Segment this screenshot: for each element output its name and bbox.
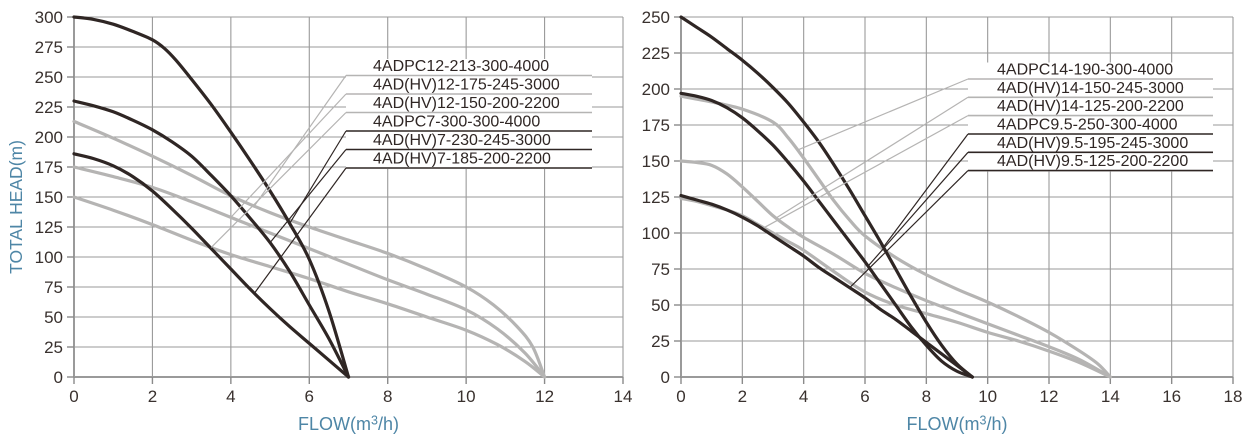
y-tick-label: 250 bbox=[642, 8, 670, 27]
series-label: 4ADPC9.5-250-300-4000 bbox=[997, 117, 1178, 134]
x-tick-label: 6 bbox=[860, 387, 869, 406]
series-label: 4ADPC7-300-300-4000 bbox=[373, 114, 540, 131]
legend-leader-line bbox=[253, 167, 347, 294]
x-tick-label: 10 bbox=[978, 387, 997, 406]
y-tick-label: 50 bbox=[651, 296, 670, 315]
x-axis-title: FLOW(m3/h) bbox=[907, 414, 1008, 435]
y-tick-label: 275 bbox=[35, 38, 63, 57]
curve-4AD(HV)7-230-245-3000 bbox=[72, 99, 351, 379]
legend-callout-band bbox=[346, 59, 592, 169]
y-tick-label: 25 bbox=[44, 338, 63, 357]
legend-callout-band bbox=[968, 62, 1213, 172]
legend-leader-line bbox=[763, 115, 969, 229]
y-tick-label: 25 bbox=[651, 332, 670, 351]
series-label: 4AD(HV)12-150-200-2200 bbox=[373, 95, 560, 112]
curve-4ADPC7-300-300-4000 bbox=[72, 15, 351, 379]
legend-leader-line bbox=[797, 78, 969, 151]
x-tick-label: 16 bbox=[1162, 387, 1181, 406]
series-label: 4AD(HV)9.5-125-200-2200 bbox=[997, 153, 1188, 170]
legend-leader-line bbox=[253, 75, 347, 207]
y-tick-label: 225 bbox=[642, 44, 670, 63]
x-tick-label: 10 bbox=[457, 387, 476, 406]
legend-leader-line bbox=[289, 130, 347, 224]
x-tick-label: 0 bbox=[69, 387, 78, 406]
y-tick-label: 175 bbox=[642, 116, 670, 135]
x-tick-label: 0 bbox=[676, 387, 685, 406]
x-tick-label: 4 bbox=[226, 387, 235, 406]
x-tick-label: 12 bbox=[1040, 387, 1059, 406]
legend-leader-line bbox=[849, 170, 969, 289]
curve-4AD(HV)9.5-195-245-3000 bbox=[679, 91, 974, 379]
series-label: 4AD(HV)14-150-245-3000 bbox=[997, 80, 1184, 97]
y-tick-label: 0 bbox=[661, 368, 670, 387]
series-label: 4AD(HV)7-185-200-2200 bbox=[373, 151, 551, 168]
legend-leader-line bbox=[882, 133, 969, 248]
y-tick-label: 50 bbox=[44, 308, 63, 327]
y-tick-label: 0 bbox=[54, 368, 63, 387]
x-tick-label: 2 bbox=[148, 387, 157, 406]
x-tick-label: 8 bbox=[383, 387, 392, 406]
curve-4AD(HV)12-150-200-2200 bbox=[72, 195, 547, 379]
curve-4AD(HV)9.5-125-200-2200 bbox=[679, 193, 974, 379]
series-label: 4AD(HV)7-230-245-3000 bbox=[373, 132, 551, 149]
legend-leader-line bbox=[210, 112, 347, 248]
curve-4ADPC12-213-300-4000 bbox=[72, 119, 547, 379]
y-tick-label: 125 bbox=[35, 218, 63, 237]
x-tick-label: 12 bbox=[535, 387, 554, 406]
curve-4ADPC9.5-250-300-4000 bbox=[679, 15, 974, 379]
x-tick-label: 2 bbox=[738, 387, 747, 406]
x-tick-label: 14 bbox=[1101, 387, 1120, 406]
y-tick-label: 100 bbox=[35, 248, 63, 267]
y-tick-label: 225 bbox=[35, 98, 63, 117]
x-tick-label: 4 bbox=[799, 387, 808, 406]
y-tick-label: 150 bbox=[642, 152, 670, 171]
x-tick-label: 14 bbox=[614, 387, 633, 406]
series-label: 4ADPC14-190-300-4000 bbox=[997, 62, 1173, 79]
y-tick-label: 75 bbox=[44, 278, 63, 297]
series-label: 4AD(HV)9.5-195-245-3000 bbox=[997, 135, 1188, 152]
series-label: 4AD(HV)14-125-200-2200 bbox=[997, 98, 1184, 115]
x-tick-label: 8 bbox=[922, 387, 931, 406]
y-tick-label: 100 bbox=[642, 224, 670, 243]
y-tick-label: 200 bbox=[35, 128, 63, 147]
y-tick-label: 150 bbox=[35, 188, 63, 207]
legend-leader-line bbox=[867, 151, 969, 267]
legend-leader-line bbox=[230, 93, 347, 218]
x-tick-label: 18 bbox=[1224, 387, 1243, 406]
curve-4ADPC14-190-300-4000 bbox=[679, 94, 1112, 379]
y-axis-title: TOTAL HEAD(m) bbox=[6, 140, 26, 274]
y-tick-label: 200 bbox=[642, 80, 670, 99]
x-tick-label: 6 bbox=[305, 387, 314, 406]
y-tick-label: 250 bbox=[35, 68, 63, 87]
y-tick-label: 300 bbox=[35, 8, 63, 27]
series-label: 4AD(HV)12-175-245-3000 bbox=[373, 77, 560, 94]
curve-4AD(HV)12-175-245-3000 bbox=[72, 165, 547, 379]
y-tick-label: 125 bbox=[642, 188, 670, 207]
x-axis-title: FLOW(m3/h) bbox=[298, 414, 399, 435]
series-label: 4ADPC12-213-300-4000 bbox=[373, 58, 549, 75]
curve-4AD(HV)14-150-245-3000 bbox=[679, 159, 1112, 379]
curve-4AD(HV)7-185-200-2200 bbox=[72, 152, 351, 379]
legend-leader-line bbox=[269, 149, 347, 243]
right-pump-curve-chart: 0 2 4 6 8 10 12 14 16 18 0 25 50 75 100 125 150 175 200 225… bbox=[642, 8, 1243, 434]
y-tick-label: 75 bbox=[651, 260, 670, 279]
legend-leader-line bbox=[775, 96, 969, 219]
y-tick-label: 175 bbox=[35, 158, 63, 177]
left-pump-curve-chart: 0 2 4 6 8 10 12 14 0 25 50 75 100 125 150 175 200 225 250 2… bbox=[6, 8, 632, 434]
